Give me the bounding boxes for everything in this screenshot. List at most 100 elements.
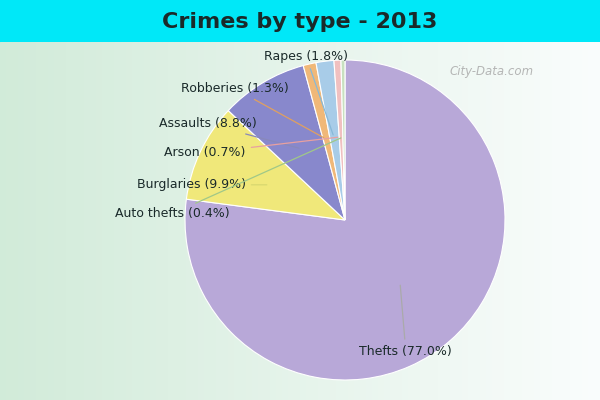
Bar bbox=[6, 42, 12, 400]
Bar bbox=[258, 42, 264, 400]
Bar bbox=[450, 42, 456, 400]
Wedge shape bbox=[303, 63, 345, 220]
Bar bbox=[156, 42, 162, 400]
Wedge shape bbox=[334, 60, 345, 220]
Bar bbox=[42, 42, 48, 400]
Bar bbox=[384, 42, 390, 400]
Bar bbox=[162, 42, 168, 400]
Bar bbox=[510, 42, 516, 400]
Bar bbox=[78, 42, 84, 400]
Bar bbox=[114, 42, 120, 400]
Bar bbox=[564, 42, 570, 400]
Bar bbox=[438, 42, 444, 400]
Bar bbox=[396, 42, 402, 400]
Bar bbox=[234, 42, 240, 400]
Bar bbox=[378, 42, 384, 400]
Bar bbox=[24, 42, 30, 400]
Bar bbox=[570, 42, 576, 400]
Bar bbox=[0, 42, 6, 400]
Bar bbox=[264, 42, 270, 400]
Text: Thefts (77.0%): Thefts (77.0%) bbox=[359, 285, 452, 358]
Bar bbox=[492, 42, 498, 400]
Bar bbox=[414, 42, 420, 400]
Bar bbox=[498, 42, 504, 400]
Bar bbox=[198, 42, 204, 400]
Text: Assaults (8.8%): Assaults (8.8%) bbox=[159, 118, 299, 148]
Text: Robberies (1.3%): Robberies (1.3%) bbox=[181, 82, 323, 138]
Bar bbox=[366, 42, 372, 400]
Bar bbox=[288, 42, 294, 400]
Bar bbox=[348, 42, 354, 400]
Bar bbox=[432, 42, 438, 400]
Bar bbox=[594, 42, 600, 400]
Bar bbox=[180, 42, 186, 400]
Bar bbox=[528, 42, 534, 400]
Bar bbox=[474, 42, 480, 400]
Bar bbox=[360, 42, 366, 400]
Bar bbox=[240, 42, 246, 400]
Bar bbox=[84, 42, 90, 400]
Bar bbox=[390, 42, 396, 400]
Wedge shape bbox=[228, 66, 345, 220]
Bar bbox=[282, 42, 288, 400]
Bar bbox=[66, 42, 72, 400]
Bar bbox=[336, 42, 342, 400]
Bar bbox=[576, 42, 582, 400]
Bar bbox=[516, 42, 522, 400]
Bar bbox=[402, 42, 408, 400]
Text: Burglaries (9.9%): Burglaries (9.9%) bbox=[137, 178, 267, 191]
Bar bbox=[108, 42, 114, 400]
Wedge shape bbox=[185, 60, 505, 380]
Bar bbox=[150, 42, 156, 400]
Bar bbox=[222, 42, 228, 400]
Bar bbox=[444, 42, 450, 400]
Bar bbox=[330, 42, 336, 400]
Text: City-Data.com: City-Data.com bbox=[450, 66, 534, 78]
Bar bbox=[504, 42, 510, 400]
Bar bbox=[174, 42, 180, 400]
Bar bbox=[534, 42, 540, 400]
Bar bbox=[552, 42, 558, 400]
Bar bbox=[294, 42, 300, 400]
Bar bbox=[12, 42, 18, 400]
Text: Arson (0.7%): Arson (0.7%) bbox=[164, 137, 338, 159]
Bar bbox=[228, 42, 234, 400]
Bar bbox=[54, 42, 60, 400]
Bar bbox=[468, 42, 474, 400]
Bar bbox=[204, 42, 210, 400]
Bar bbox=[582, 42, 588, 400]
Bar bbox=[168, 42, 174, 400]
Bar bbox=[72, 42, 78, 400]
Bar bbox=[252, 42, 258, 400]
Bar bbox=[36, 42, 42, 400]
Bar bbox=[216, 42, 222, 400]
Bar bbox=[588, 42, 594, 400]
Text: Rapes (1.8%): Rapes (1.8%) bbox=[264, 50, 348, 135]
Bar bbox=[342, 42, 348, 400]
Wedge shape bbox=[316, 60, 345, 220]
Bar bbox=[102, 42, 108, 400]
Bar bbox=[312, 42, 318, 400]
Bar bbox=[522, 42, 528, 400]
Bar bbox=[354, 42, 360, 400]
Bar bbox=[480, 42, 486, 400]
Bar bbox=[48, 42, 54, 400]
Bar bbox=[420, 42, 426, 400]
Bar bbox=[372, 42, 378, 400]
Bar bbox=[540, 42, 546, 400]
Bar bbox=[18, 42, 24, 400]
Bar bbox=[90, 42, 96, 400]
Bar bbox=[546, 42, 552, 400]
Bar bbox=[324, 42, 330, 400]
Bar bbox=[456, 42, 462, 400]
Bar bbox=[558, 42, 564, 400]
Bar bbox=[276, 42, 282, 400]
Bar bbox=[408, 42, 414, 400]
Bar bbox=[138, 42, 144, 400]
Bar bbox=[126, 42, 132, 400]
Bar bbox=[192, 42, 198, 400]
Bar bbox=[60, 42, 66, 400]
Bar bbox=[246, 42, 252, 400]
Bar bbox=[270, 42, 276, 400]
Bar bbox=[318, 42, 324, 400]
